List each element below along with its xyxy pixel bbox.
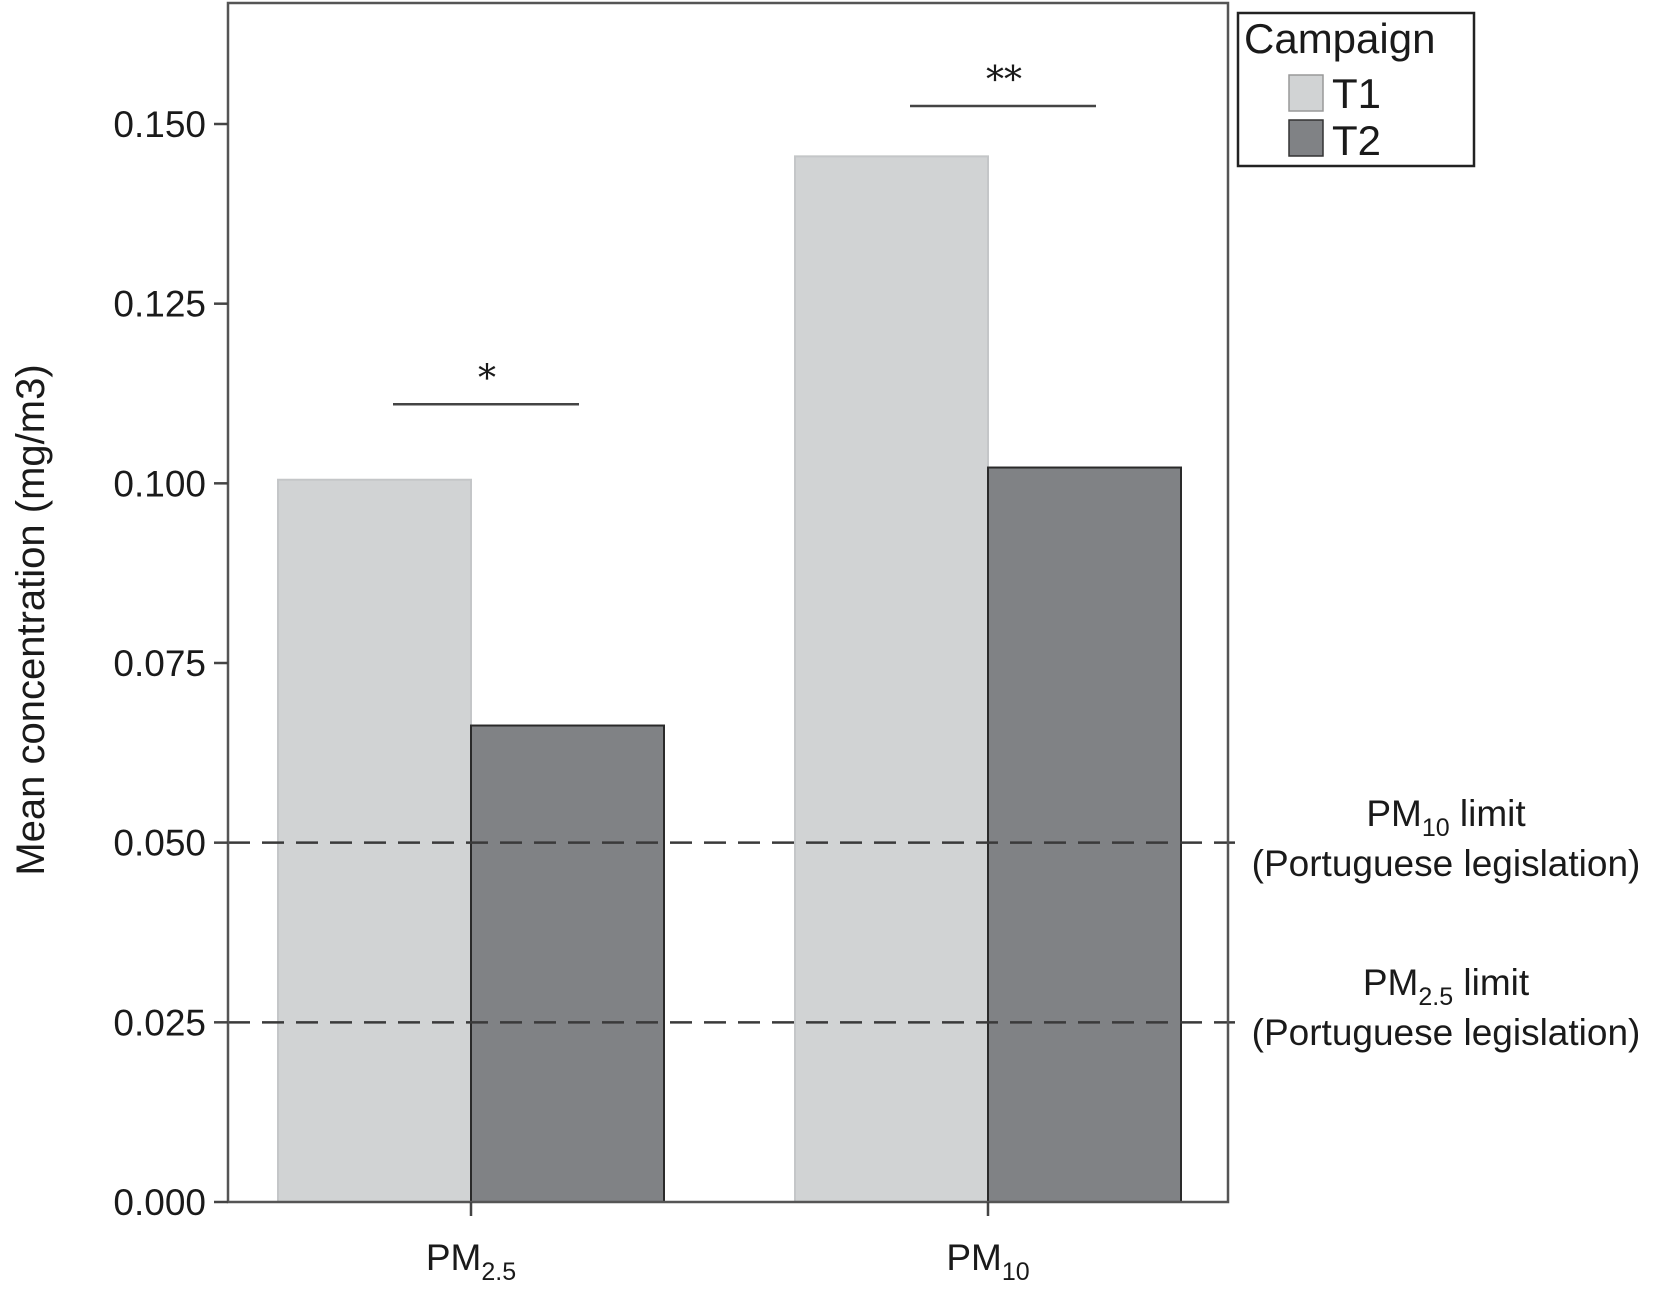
bars-group [277,155,1182,1204]
plot-frame [226,1,1230,1204]
pm10-limit-label: PM10 limit [1366,793,1526,842]
bar-t2-cat1 [987,466,1182,1204]
pm25-limit-label: PM2.5 limit [1363,962,1530,1011]
y-axis: 0.000 0.025 0.050 0.075 0.100 0.125 0.150 [113,104,228,1223]
pm25-limit-legislation: (Portuguese legislation) [1252,1012,1641,1053]
legend-swatch-t2 [1288,119,1324,157]
y-tick-label-3: 0.075 [113,643,206,684]
reference-line-labels: PM10 limit (Portuguese legislation) PM2.… [1252,793,1641,1053]
legend-label-t2: T2 [1332,117,1381,164]
y-tick-label-6: 0.150 [113,104,206,145]
legend-box [1236,11,1476,168]
y-tick-label-0: 0.000 [113,1182,206,1223]
bar-t1-cat1 [794,155,989,1204]
bar-t1-cat0 [277,478,472,1203]
legend-title: Campaign [1244,15,1435,62]
significance-label-1: ** [986,60,1022,101]
y-tick-label-4: 0.100 [113,463,206,504]
y-tick-label-5: 0.125 [113,284,206,325]
legend-label-t1: T1 [1332,70,1381,117]
x-axis: PM2.5 PM10 [426,1202,1030,1286]
legend: Campaign T1 T2 [1236,11,1476,168]
significance-label-0: * [478,358,496,399]
significance-group: *** [393,60,1096,406]
y-tick-label-1: 0.025 [113,1002,206,1043]
legend-swatch-t1 [1288,74,1324,112]
x-tick-label-1: PM10 [946,1237,1029,1286]
x-tick-label-0: PM2.5 [426,1237,516,1286]
pm10-limit-legislation: (Portuguese legislation) [1252,843,1641,884]
y-axis-title: Mean concentration (mg/m3) [9,364,53,875]
bar-t2-cat0 [470,724,665,1203]
y-tick-label-2: 0.050 [113,823,206,864]
